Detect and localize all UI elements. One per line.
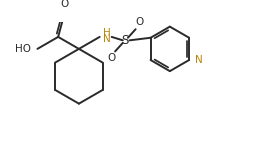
Text: S: S bbox=[122, 34, 129, 47]
Text: O: O bbox=[135, 17, 143, 27]
Text: N: N bbox=[103, 34, 110, 44]
Text: HO: HO bbox=[15, 44, 31, 54]
Text: H: H bbox=[103, 29, 110, 38]
Text: O: O bbox=[107, 53, 116, 63]
Text: N: N bbox=[195, 55, 203, 65]
Text: O: O bbox=[60, 0, 68, 9]
